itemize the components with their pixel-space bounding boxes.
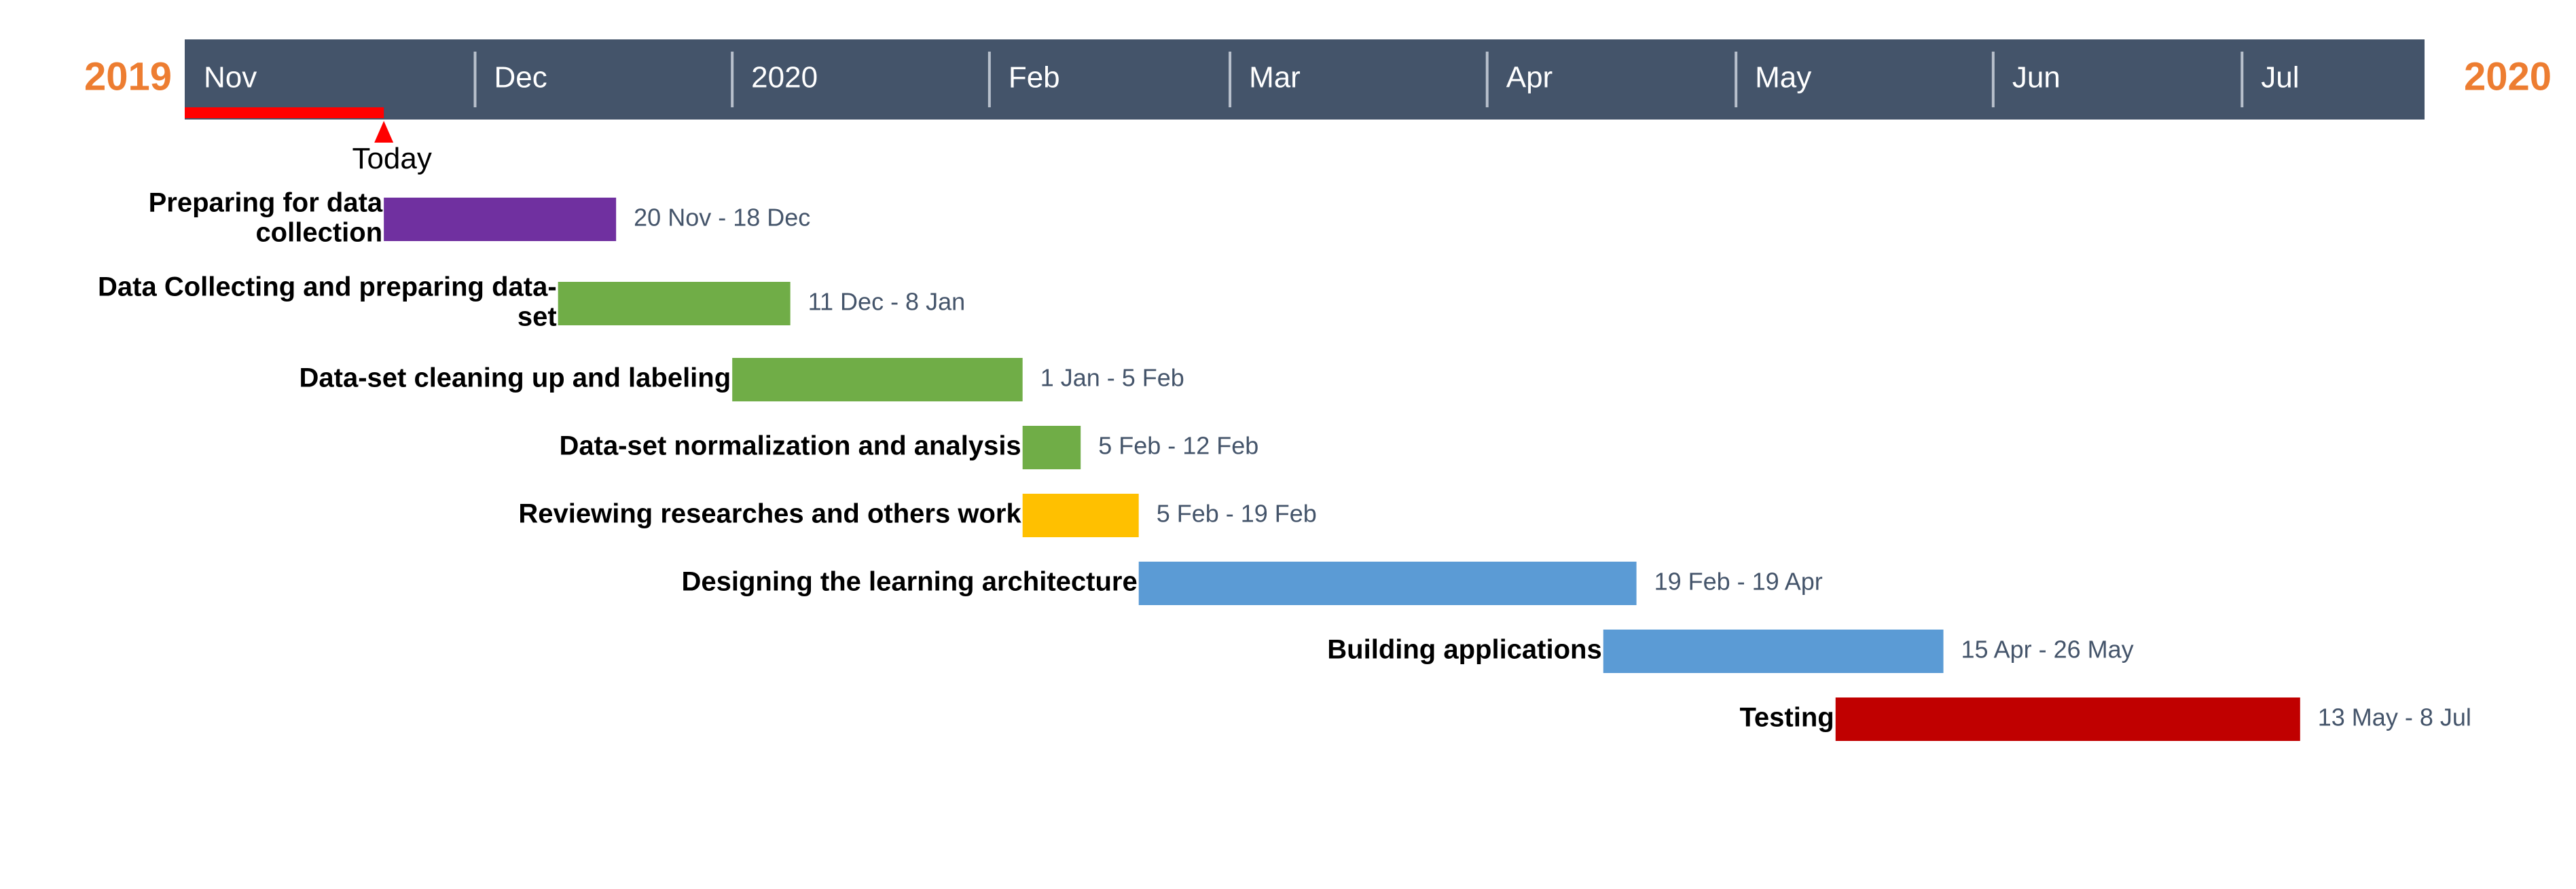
elapsed-time-bar (185, 107, 384, 118)
task-bar (1835, 697, 2300, 741)
task-label: Testing (1739, 703, 1834, 733)
month-label: Apr (1506, 61, 1553, 94)
task-label: set (518, 302, 557, 332)
month-label: Feb (1009, 61, 1060, 94)
task-label: Designing the learning architecture (681, 567, 1137, 597)
task-date-range: 20 Nov - 18 Dec (634, 204, 810, 232)
task-bar (558, 282, 791, 325)
month-label: Jun (2012, 61, 2061, 94)
task-label: collection (255, 218, 382, 248)
task-bar (384, 198, 617, 241)
today-marker-icon (374, 121, 394, 143)
task-date-range: 13 May - 8 Jul (2318, 704, 2471, 731)
month-label: Jul (2261, 61, 2299, 94)
end-year: 2020 (2464, 54, 2552, 98)
task-date-range: 11 Dec - 8 Jan (808, 288, 965, 316)
task-date-range: 5 Feb - 12 Feb (1098, 432, 1258, 460)
task-label: Data-set cleaning up and labeling (300, 363, 731, 393)
task-date-range: 1 Jan - 5 Feb (1040, 364, 1184, 392)
month-labels: Nov Dec 2020 Feb Mar Apr May Jun Jul (204, 52, 2300, 107)
timeline-header (185, 39, 2425, 120)
month-label: Mar (1249, 61, 1301, 94)
month-label: 2020 (751, 61, 818, 94)
task-label: Building applications (1327, 635, 1601, 665)
task-bar (1603, 630, 1944, 673)
task-label: Data-set normalization and analysis (559, 431, 1021, 461)
task-label: Reviewing researches and others work (518, 499, 1021, 529)
task-bar (1022, 494, 1139, 537)
month-label: May (1755, 61, 1811, 94)
task-date-range: 19 Feb - 19 Apr (1654, 568, 1823, 596)
start-year: 2019 (84, 54, 172, 98)
month-label: Dec (494, 61, 547, 94)
task-bar (732, 358, 1023, 401)
task-label: Preparing for data (149, 188, 383, 218)
task-date-range: 15 Apr - 26 May (1961, 636, 2134, 664)
month-label: Nov (204, 61, 257, 94)
task-bar (1022, 426, 1081, 469)
today-label: Today (352, 142, 431, 175)
task-date-range: 5 Feb - 19 Feb (1157, 500, 1317, 528)
task-bar (1138, 562, 1637, 605)
task-label: Data Collecting and preparing data- (98, 272, 557, 302)
